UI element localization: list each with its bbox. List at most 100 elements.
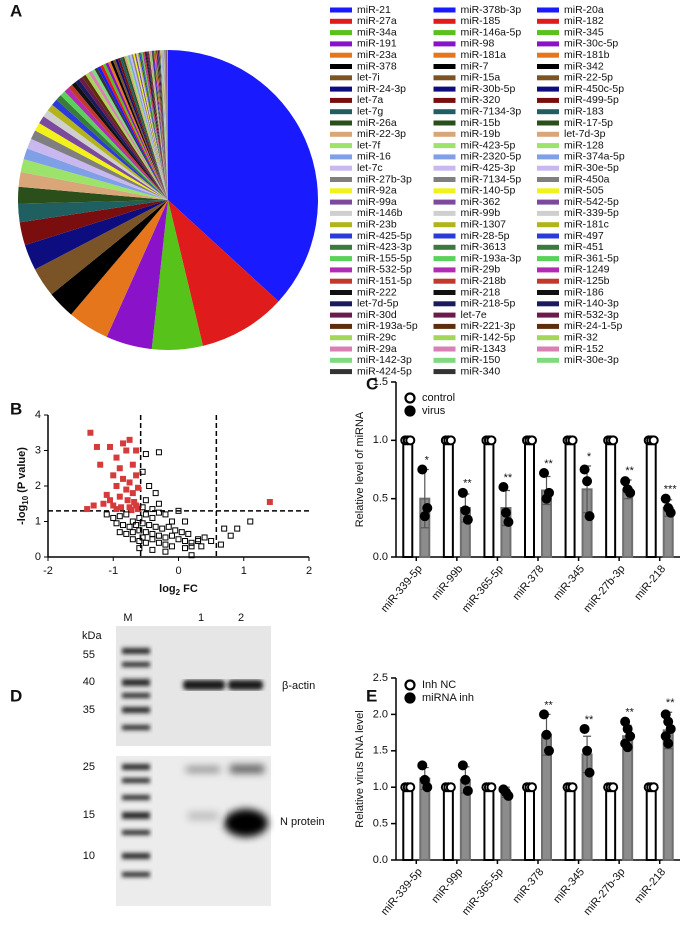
data-point xyxy=(579,464,590,475)
panel-label: E xyxy=(366,686,377,705)
pie-slice xyxy=(146,51,168,200)
pie-slice xyxy=(160,50,168,200)
pie-slice xyxy=(149,51,168,200)
point xyxy=(142,451,149,458)
legend-swatch xyxy=(433,312,456,318)
legend-label: miR-29b xyxy=(461,264,501,276)
point xyxy=(155,539,162,546)
legend-swatch xyxy=(330,290,352,295)
pie-slice xyxy=(106,200,168,350)
bar xyxy=(605,439,617,559)
legend-label: miR-15a xyxy=(461,72,501,84)
legend-label: miR-182 xyxy=(564,15,604,27)
pie-slice xyxy=(60,91,169,200)
point xyxy=(227,532,234,539)
pie-slice xyxy=(155,50,168,200)
legend-swatch xyxy=(330,335,352,341)
legend-swatch xyxy=(330,7,352,13)
legend-label: miR-218-5p xyxy=(461,298,516,310)
axis-label-part: (P value) xyxy=(16,447,28,496)
legend-label: miR-28-5p xyxy=(461,230,510,242)
pie-slice xyxy=(165,50,168,200)
bar xyxy=(442,439,454,559)
legend-swatch xyxy=(330,41,352,47)
panel-label: D xyxy=(10,686,22,705)
point xyxy=(106,443,113,450)
pie-slice xyxy=(165,50,168,201)
legend-label: miR-152 xyxy=(564,343,604,355)
legend-swatch xyxy=(330,86,352,92)
legend-label: miRNA inh xyxy=(422,692,474,704)
legend-label: miR-1343 xyxy=(461,343,507,355)
legend-label: miR-30e-5p xyxy=(564,162,619,174)
point xyxy=(217,541,224,548)
legend-swatch xyxy=(330,369,352,375)
legend-swatch xyxy=(330,312,352,318)
legend-label: miR-339-5p xyxy=(564,207,619,219)
marker-label: 40 xyxy=(83,676,95,688)
pie-slice xyxy=(158,50,168,201)
point xyxy=(142,529,149,536)
legend-label: miR-425-5p xyxy=(357,230,412,242)
legend-swatch xyxy=(330,210,352,216)
legend-label: miR-340 xyxy=(461,365,501,377)
point xyxy=(123,530,130,537)
data-point xyxy=(405,435,416,446)
axis-label-sub: 2 xyxy=(176,588,181,597)
pie-slice xyxy=(152,50,168,201)
point xyxy=(129,518,136,525)
point xyxy=(136,538,143,545)
actin-bands xyxy=(183,680,263,690)
point xyxy=(149,546,156,553)
legend-swatch xyxy=(537,7,559,13)
pie-slice xyxy=(144,51,168,201)
axis-label-part: log xyxy=(159,583,176,595)
legend-label: miR-185 xyxy=(461,15,501,27)
pie-slice xyxy=(133,53,168,200)
y-tick-label: 1.0 xyxy=(373,434,388,446)
legend-swatch xyxy=(330,64,352,69)
legend-label: miR-1249 xyxy=(564,264,610,276)
point xyxy=(162,511,169,518)
x-tick-label: miR-345 xyxy=(551,866,587,906)
legend-swatch xyxy=(330,188,352,194)
legend-label: miR-150 xyxy=(461,354,501,366)
data-point xyxy=(486,782,497,793)
point xyxy=(139,504,146,511)
panel-label: C xyxy=(366,374,378,393)
legend-label: miR-193a-5p xyxy=(357,320,418,332)
pie-slice xyxy=(167,50,168,201)
legend-swatch xyxy=(433,244,456,250)
pie-slice xyxy=(134,53,168,201)
legend-label: miR-23a xyxy=(357,49,397,61)
point xyxy=(168,532,175,539)
legend-label: let-7a xyxy=(357,94,383,106)
legend-swatch xyxy=(537,346,559,352)
pie-slice xyxy=(18,200,168,223)
pie-slice xyxy=(47,104,168,200)
legend-label: miR-21 xyxy=(357,4,391,16)
bar xyxy=(622,735,634,861)
point xyxy=(123,486,130,493)
legend-swatch xyxy=(433,335,456,341)
legend-marker xyxy=(404,692,416,704)
point xyxy=(120,475,127,482)
data-point xyxy=(582,476,593,487)
legend-label: miR-221-3p xyxy=(461,320,516,332)
marker-label: 55 xyxy=(83,649,95,661)
y-tick-label: 3 xyxy=(35,444,41,456)
legend-label: let-7g xyxy=(357,105,383,117)
pie-slice xyxy=(39,116,169,200)
legend-label: miR-374a-5p xyxy=(564,151,625,163)
legend-label: miR-146a-5p xyxy=(461,26,522,38)
legend-label: miR-378 xyxy=(357,60,397,72)
point xyxy=(139,534,146,541)
point xyxy=(155,509,162,516)
pie-slice xyxy=(131,54,168,200)
data-point xyxy=(625,487,636,498)
point xyxy=(133,447,140,454)
legend-swatch xyxy=(433,131,456,137)
x-tick-label: miR-99b xyxy=(429,563,465,603)
y-tick-label: 0 xyxy=(35,551,41,563)
pie-slice xyxy=(97,66,168,200)
